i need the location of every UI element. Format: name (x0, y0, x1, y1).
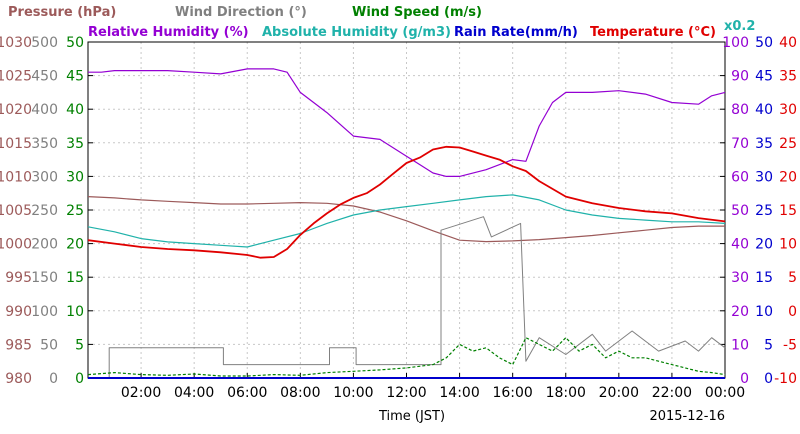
y-tick-label-rain-rate: 15 (755, 270, 773, 286)
y-tick-label-wind-direction: 100 (31, 304, 58, 320)
y-tick-label-pressure: 1030 (0, 35, 32, 51)
y-tick-label-temperature: -5 (783, 337, 797, 353)
y-tick-label-wind-speed: 10 (66, 304, 84, 320)
y-tick-label-pressure: 1005 (0, 203, 32, 219)
y-tick-label-temperature: 20 (779, 169, 797, 185)
legend-abs-humidity-factor: x0.2 (724, 19, 755, 34)
y-tick-label-pressure: 995 (5, 270, 32, 286)
y-tick-label-temperature: 35 (779, 69, 797, 85)
legend-temperature: Temperature (°C) (590, 25, 716, 40)
legend-rain-rate: Rain Rate(mm/h) (454, 25, 578, 40)
y-tick-label-relative-humidity: 80 (731, 102, 749, 118)
y-tick-label-pressure: 980 (5, 371, 32, 387)
y-tick-label-pressure: 990 (5, 304, 32, 320)
y-tick-label-pressure: 985 (5, 337, 32, 353)
y-tick-label-wind-direction: 50 (40, 337, 58, 353)
x-tick-label: 22:00 (652, 385, 692, 401)
y-tick-label-wind-speed: 30 (66, 169, 84, 185)
x-tick-label: 04:00 (174, 385, 214, 401)
x-tick-label: 18:00 (546, 385, 586, 401)
y-tick-label-wind-direction: 300 (31, 169, 58, 185)
y-tick-label-relative-humidity: 60 (731, 169, 749, 185)
series-absolute-humidity (87, 194, 726, 248)
y-tick-label-pressure: 1000 (0, 237, 32, 253)
y-tick-label-wind-direction: 0 (49, 371, 58, 387)
y-tick-label-pressure: 1020 (0, 102, 32, 118)
y-tick-label-wind-direction: 400 (31, 102, 58, 118)
y-tick-label-wind-speed: 20 (66, 237, 84, 253)
series-wind-direction (88, 216, 726, 379)
y-tick-label-wind-speed: 50 (66, 35, 84, 51)
y-tick-label-wind-speed: 25 (66, 203, 84, 219)
axis-ticks: 02:00 04:00 06:00 08:00 10:00 12:00 14:00 16:00… (0, 35, 797, 401)
legend-relative-humidity: Relative Humidity (%) (88, 25, 249, 40)
y-tick-label-rain-rate: 10 (755, 304, 773, 320)
y-tick-label-relative-humidity: 30 (731, 270, 749, 286)
y-tick-label-temperature: 40 (779, 35, 797, 51)
y-tick-label-pressure: 1015 (0, 136, 32, 152)
y-tick-label-relative-humidity: 100 (722, 35, 749, 51)
y-tick-label-temperature: 15 (779, 203, 797, 219)
y-tick-label-temperature: -10 (774, 371, 797, 387)
x-tick-label: 10:00 (333, 385, 373, 401)
y-tick-label-pressure: 1025 (0, 69, 32, 85)
x-tick-label: 16:00 (492, 385, 532, 401)
y-tick-label-wind-direction: 350 (31, 136, 58, 152)
series-pressure (87, 196, 725, 243)
x-tick-label: 08:00 (280, 385, 320, 401)
y-tick-label-temperature: 10 (779, 237, 797, 253)
series-layer (87, 68, 726, 379)
series-wind-speed (87, 337, 726, 377)
y-tick-label-relative-humidity: 40 (731, 237, 749, 253)
legend-absolute-humidity: Absolute Humidity (g/m3) (262, 25, 451, 40)
legend-wind-direction: Wind Direction (°) (175, 5, 307, 20)
y-tick-label-wind-speed: 45 (66, 69, 84, 85)
y-tick-label-rain-rate: 35 (755, 136, 773, 152)
y-tick-label-wind-direction: 200 (31, 237, 58, 253)
y-tick-label-rain-rate: 5 (764, 337, 773, 353)
x-tick-label: 12:00 (386, 385, 426, 401)
y-tick-label-wind-speed: 40 (66, 102, 84, 118)
y-tick-label-wind-speed: 15 (66, 270, 84, 286)
y-tick-label-temperature: 0 (788, 304, 797, 320)
x-tick-label: 06:00 (227, 385, 267, 401)
y-tick-label-pressure: 1010 (0, 169, 32, 185)
y-tick-label-rain-rate: 0 (764, 371, 773, 387)
chart-date: 2015-12-16 (649, 409, 725, 424)
y-tick-label-temperature: 25 (779, 136, 797, 152)
x-tick-label: 00:00 (705, 385, 745, 401)
y-tick-label-wind-direction: 250 (31, 203, 58, 219)
y-tick-label-temperature: 5 (788, 270, 797, 286)
y-tick-label-relative-humidity: 90 (731, 69, 749, 85)
gridlines (88, 42, 725, 378)
y-tick-label-rain-rate: 20 (755, 237, 773, 253)
y-tick-label-wind-speed: 0 (75, 371, 84, 387)
x-tick-label: 20:00 (599, 385, 639, 401)
y-tick-label-relative-humidity: 50 (731, 203, 749, 219)
x-tick-label: 14:00 (439, 385, 479, 401)
y-tick-label-rain-rate: 45 (755, 69, 773, 85)
y-tick-label-rain-rate: 30 (755, 169, 773, 185)
y-tick-label-rain-rate: 50 (755, 35, 773, 51)
legend-pressure: Pressure (hPa) (8, 5, 116, 20)
x-axis-title: Time (JST) (378, 409, 445, 424)
legend-wind-speed: Wind Speed (m/s) (352, 5, 482, 20)
series-relative-humidity (88, 68, 726, 177)
y-tick-label-wind-speed: 5 (75, 337, 84, 353)
x-tick-label: 02:00 (121, 385, 161, 401)
y-tick-label-relative-humidity: 10 (731, 337, 749, 353)
y-tick-label-temperature: 30 (779, 102, 797, 118)
y-tick-label-wind-direction: 150 (31, 270, 58, 286)
y-tick-label-wind-direction: 450 (31, 69, 58, 85)
y-tick-label-rain-rate: 25 (755, 203, 773, 219)
series-temperature (87, 145, 726, 259)
y-tick-label-rain-rate: 40 (755, 102, 773, 118)
y-tick-label-relative-humidity: 70 (731, 136, 749, 152)
y-tick-label-relative-humidity: 0 (740, 371, 749, 387)
y-tick-label-wind-direction: 500 (31, 35, 58, 51)
y-tick-label-relative-humidity: 20 (731, 304, 749, 320)
y-tick-label-wind-speed: 35 (66, 136, 84, 152)
